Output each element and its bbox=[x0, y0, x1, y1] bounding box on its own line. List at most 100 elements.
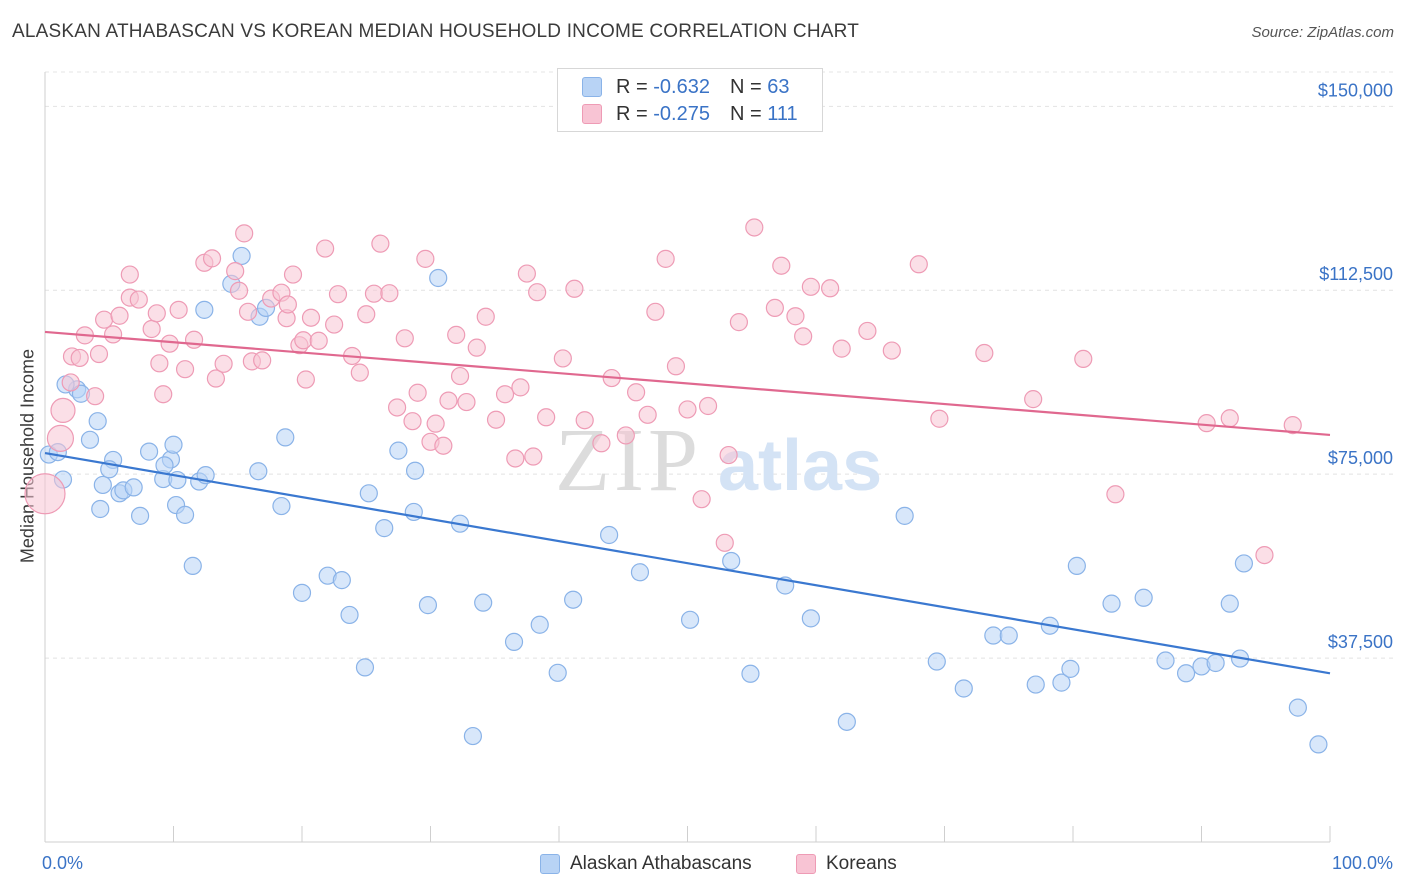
point-korean bbox=[416, 249, 435, 268]
point-athabascan bbox=[1309, 735, 1328, 754]
x-tick-label-max: 100.0% bbox=[1332, 853, 1393, 873]
series-legend-korean: Koreans bbox=[796, 852, 897, 876]
point-korean bbox=[395, 329, 414, 348]
point-athabascan bbox=[272, 496, 291, 516]
point-korean bbox=[434, 436, 453, 455]
point-athabascan bbox=[292, 583, 312, 602]
point-athabascan bbox=[155, 456, 174, 475]
point-korean bbox=[553, 349, 572, 368]
point-korean bbox=[380, 284, 399, 303]
point-athabascan bbox=[463, 726, 483, 746]
point-korean bbox=[765, 298, 784, 318]
source-label: Source: ZipAtlas.com bbox=[1251, 24, 1394, 41]
point-korean bbox=[1074, 349, 1093, 369]
point-korean bbox=[387, 398, 407, 417]
series-legend-athabascan: Alaskan Athabascans bbox=[540, 852, 752, 876]
point-korean bbox=[46, 424, 75, 452]
point-athabascan bbox=[249, 462, 268, 481]
point-korean bbox=[975, 343, 994, 363]
point-athabascan bbox=[530, 615, 549, 634]
point-korean bbox=[86, 387, 105, 406]
point-athabascan bbox=[984, 626, 1003, 645]
point-korean bbox=[229, 281, 249, 300]
point-korean bbox=[129, 290, 148, 309]
point-athabascan bbox=[741, 664, 760, 683]
point-athabascan bbox=[88, 412, 107, 431]
point-korean bbox=[214, 354, 233, 373]
point-athabascan bbox=[1220, 594, 1239, 613]
y-tick-label: $150,000 bbox=[1318, 80, 1393, 100]
point-korean bbox=[175, 360, 195, 379]
point-korean bbox=[283, 265, 303, 284]
point-athabascan bbox=[405, 461, 425, 480]
point-athabascan bbox=[564, 590, 583, 609]
point-korean bbox=[142, 319, 161, 339]
point-korean bbox=[575, 411, 594, 430]
point-korean bbox=[364, 284, 384, 303]
point-korean bbox=[357, 305, 376, 324]
point-korean bbox=[729, 313, 749, 332]
point-korean bbox=[719, 445, 738, 465]
point-korean bbox=[120, 265, 139, 284]
point-korean bbox=[801, 277, 820, 296]
watermark-atlas: atlas bbox=[718, 426, 882, 506]
series-swatch-athabascan bbox=[540, 854, 560, 874]
legend-n-label: N = bbox=[729, 102, 762, 125]
point-korean bbox=[1024, 390, 1043, 409]
point-korean bbox=[1220, 409, 1239, 428]
point-korean bbox=[821, 279, 840, 298]
point-athabascan bbox=[359, 484, 378, 503]
point-athabascan bbox=[355, 658, 375, 677]
point-korean bbox=[301, 308, 321, 327]
legend-r-value: -0.632 bbox=[653, 75, 710, 98]
point-korean bbox=[426, 414, 445, 433]
point-korean bbox=[626, 383, 646, 402]
point-korean bbox=[278, 295, 297, 314]
point-korean bbox=[486, 410, 506, 429]
point-athabascan bbox=[1288, 698, 1307, 717]
trend-line-korean bbox=[44, 330, 1331, 437]
point-athabascan bbox=[1134, 588, 1153, 607]
point-athabascan bbox=[895, 506, 914, 525]
point-athabascan bbox=[1234, 554, 1254, 573]
point-athabascan bbox=[93, 475, 112, 495]
point-korean bbox=[408, 383, 427, 402]
point-korean bbox=[235, 224, 254, 243]
point-korean bbox=[294, 331, 313, 350]
point-athabascan bbox=[954, 679, 973, 698]
point-korean bbox=[70, 348, 89, 368]
point-athabascan bbox=[1026, 675, 1045, 694]
point-athabascan bbox=[164, 435, 183, 454]
point-korean bbox=[169, 300, 188, 319]
legend-swatch-athabascan bbox=[582, 77, 602, 97]
point-athabascan bbox=[1156, 651, 1175, 670]
point-korean bbox=[447, 325, 466, 344]
trend-line-athabascan bbox=[44, 451, 1331, 675]
point-korean bbox=[160, 334, 179, 353]
legend-r-label: R = bbox=[616, 102, 648, 125]
point-korean bbox=[565, 279, 584, 298]
point-korean bbox=[184, 330, 204, 349]
point-korean bbox=[1106, 485, 1125, 504]
point-korean bbox=[646, 302, 665, 321]
point-athabascan bbox=[1102, 594, 1121, 613]
point-athabascan bbox=[429, 268, 448, 288]
series-label-korean: Koreans bbox=[826, 853, 897, 874]
point-athabascan bbox=[1206, 653, 1225, 673]
point-korean bbox=[150, 354, 169, 373]
point-korean bbox=[1197, 414, 1216, 433]
point-athabascan bbox=[600, 525, 619, 545]
legend-row-athabascan: R = -0.632 N = 63 bbox=[582, 76, 789, 98]
point-athabascan bbox=[1067, 556, 1086, 575]
point-athabascan bbox=[124, 478, 143, 497]
point-korean bbox=[786, 307, 805, 326]
point-korean bbox=[439, 391, 458, 410]
point-korean bbox=[328, 285, 348, 304]
point-korean bbox=[909, 255, 928, 274]
point-korean bbox=[656, 249, 675, 268]
point-athabascan bbox=[837, 712, 856, 731]
point-korean bbox=[678, 400, 697, 419]
point-korean bbox=[524, 447, 543, 466]
chart-title: ALASKAN ATHABASCAN VS KOREAN MEDIAN HOUS… bbox=[12, 21, 859, 42]
